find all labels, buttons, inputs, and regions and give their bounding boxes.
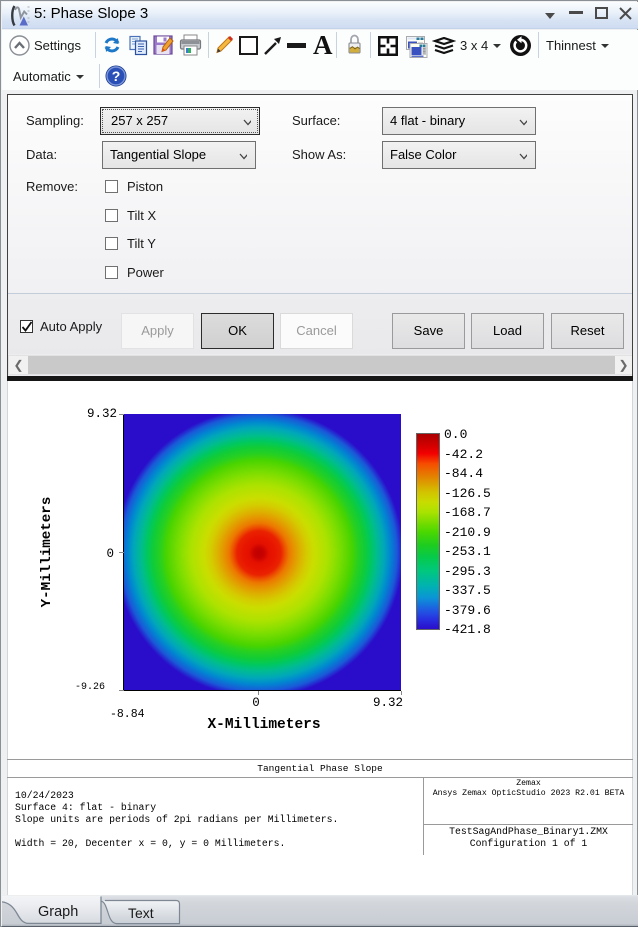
svg-text:?: ? — [112, 68, 121, 84]
